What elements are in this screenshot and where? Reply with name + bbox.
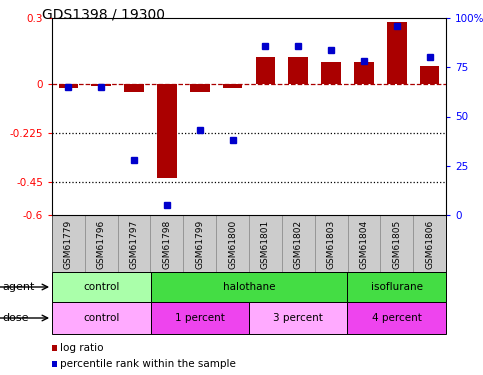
Bar [387,22,407,84]
Text: GSM61798: GSM61798 [162,219,171,269]
Bar [52,302,151,334]
Bar [288,57,308,84]
Text: GDS1398 / 19300: GDS1398 / 19300 [43,8,165,22]
Text: dose: dose [2,313,29,323]
Bar [124,84,144,92]
Bar [58,84,78,88]
Bar [157,84,177,178]
Bar [347,272,446,302]
Text: GSM61803: GSM61803 [327,219,336,269]
Text: GSM61797: GSM61797 [129,219,139,269]
Bar [190,84,210,92]
Text: halothane: halothane [223,282,275,292]
Bar [223,84,242,88]
Text: 4 percent: 4 percent [372,313,422,323]
Text: GSM61802: GSM61802 [294,219,303,268]
Bar [151,302,249,334]
Bar [91,84,111,86]
Text: GSM61799: GSM61799 [195,219,204,269]
Text: log ratio: log ratio [60,343,103,353]
Text: control: control [83,282,119,292]
Bar [347,302,446,334]
Text: GSM61804: GSM61804 [359,219,369,268]
Bar [249,302,347,334]
Text: 1 percent: 1 percent [175,313,225,323]
Bar [321,62,341,84]
Text: GSM61801: GSM61801 [261,219,270,269]
Bar [256,57,275,84]
Bar [420,66,440,84]
Text: GSM61800: GSM61800 [228,219,237,269]
Bar [151,272,347,302]
Text: GSM61779: GSM61779 [64,219,73,269]
Text: isoflurane: isoflurane [371,282,423,292]
Text: 3 percent: 3 percent [273,313,323,323]
Bar [354,62,374,84]
Text: agent: agent [2,282,35,292]
Text: GSM61796: GSM61796 [97,219,106,269]
Text: GSM61805: GSM61805 [392,219,401,269]
Bar [52,272,151,302]
Text: percentile rank within the sample: percentile rank within the sample [60,359,236,369]
Text: GSM61806: GSM61806 [425,219,434,269]
Text: control: control [83,313,119,323]
